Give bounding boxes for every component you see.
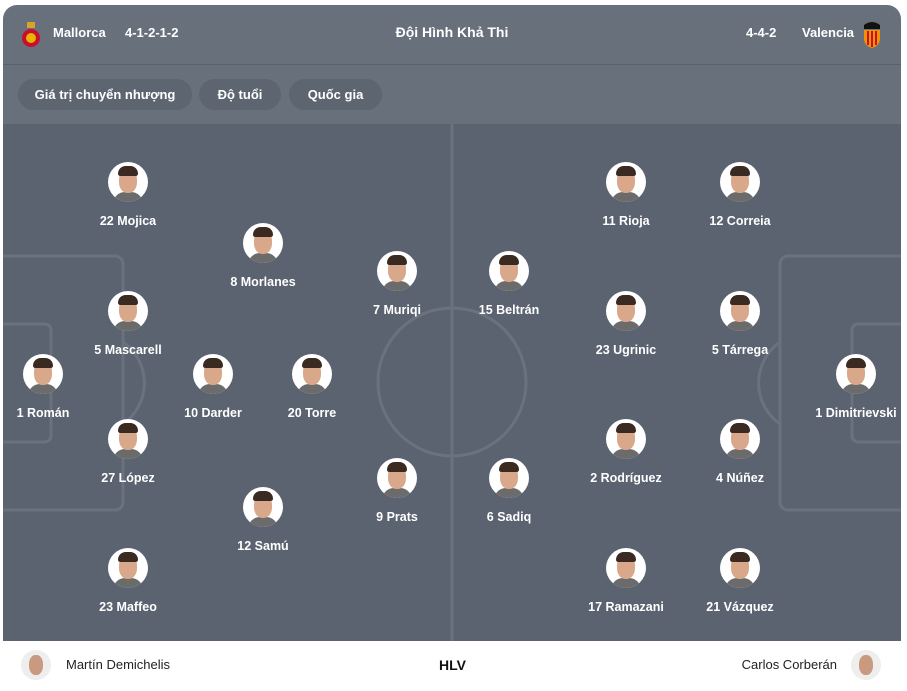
player-name: 22 Mojica (99, 214, 157, 228)
player-avatar (836, 354, 876, 394)
player-home[interactable]: 5 Mascarell (68, 291, 188, 357)
player-avatar (720, 419, 760, 459)
mallorca-crest-icon (22, 22, 40, 47)
filter-age[interactable]: Độ tuổi (199, 79, 281, 110)
player-away[interactable]: 23 Ugrinic (566, 291, 686, 357)
player-home[interactable]: 20 Torre (252, 354, 372, 420)
player-avatar (377, 458, 417, 498)
player-avatar (23, 354, 63, 394)
home-coach-name[interactable]: Martín Demichelis (66, 657, 171, 672)
player-name: 4 Núñez (716, 471, 764, 485)
filter-bar: Giá trị chuyển nhượng Độ tuổi Quốc gia (3, 65, 901, 124)
player-avatar (108, 548, 148, 588)
home-team-name[interactable]: Mallorca (53, 25, 106, 40)
coach-label: HLV (439, 657, 466, 673)
player-avatar (720, 291, 760, 331)
player-name: 7 Muriqi (373, 303, 421, 317)
player-avatar (606, 162, 646, 202)
filter-market-value[interactable]: Giá trị chuyển nhượng (18, 79, 192, 110)
player-name: 15 Beltrán (478, 303, 540, 317)
player-away[interactable]: 5 Tárrega (680, 291, 800, 357)
player-home[interactable]: 9 Prats (337, 458, 457, 524)
player-name: 20 Torre (287, 406, 337, 420)
away-coach-avatar (851, 650, 881, 680)
player-name: 11 Rioja (602, 214, 650, 228)
home-coach-avatar (21, 650, 51, 680)
player-avatar (108, 419, 148, 459)
player-name: 9 Prats (376, 510, 418, 524)
player-avatar (606, 419, 646, 459)
valencia-crest-icon (864, 22, 880, 48)
player-away[interactable]: 1 Dimitrievski (796, 354, 901, 420)
player-away[interactable]: 2 Rodríguez (566, 419, 686, 485)
player-avatar (377, 251, 417, 291)
player-avatar (193, 354, 233, 394)
player-home[interactable]: 27 López (68, 419, 188, 485)
pitch-markings (3, 124, 901, 641)
player-name: 5 Tárrega (711, 343, 769, 357)
away-team-name[interactable]: Valencia (802, 25, 855, 40)
player-avatar (489, 458, 529, 498)
home-formation: 4-1-2-1-2 (125, 25, 179, 40)
player-away[interactable]: 6 Sadiq (449, 458, 569, 524)
player-avatar (606, 291, 646, 331)
player-away[interactable]: 21 Vázquez (680, 548, 800, 614)
player-home[interactable]: 10 Darder (153, 354, 273, 420)
player-avatar (606, 548, 646, 588)
away-formation: 4-4-2 (746, 25, 777, 40)
player-home[interactable]: 23 Maffeo (68, 548, 188, 614)
player-avatar (720, 548, 760, 588)
player-name: 23 Ugrinic (595, 343, 657, 357)
player-name: 1 Román (16, 406, 70, 420)
player-away[interactable]: 17 Ramazani (566, 548, 686, 614)
player-home[interactable]: 7 Muriqi (337, 251, 457, 317)
player-home[interactable]: 12 Samú (203, 487, 323, 553)
coaches-row: Martín Demichelis HLV Carlos Corberán (3, 641, 901, 691)
player-home[interactable]: 22 Mojica (68, 162, 188, 228)
player-avatar (108, 291, 148, 331)
player-avatar (720, 162, 760, 202)
pitch: 22 Mojica 8 Morlanes 7 Muriqi 5 Mascarell 1 … (3, 124, 901, 641)
player-avatar (108, 162, 148, 202)
player-name: 8 Morlanes (230, 275, 296, 289)
player-name: 10 Darder (184, 406, 242, 420)
player-avatar (292, 354, 332, 394)
player-name: 17 Ramazani (588, 600, 664, 614)
player-away[interactable]: 11 Rioja (566, 162, 686, 228)
lineup-card: Mallorca 4-1-2-1-2 Đội Hình Khả Thi 4-4-… (3, 5, 901, 691)
player-name: 23 Maffeo (99, 600, 157, 614)
player-avatar (243, 487, 283, 527)
player-name: 21 Vázquez (706, 600, 774, 614)
player-avatar (489, 251, 529, 291)
player-name: 5 Mascarell (94, 343, 162, 357)
player-name: 2 Rodríguez (590, 471, 662, 485)
player-away[interactable]: 4 Núñez (680, 419, 800, 485)
filter-nationality[interactable]: Quốc gia (289, 79, 382, 110)
player-name: 27 López (101, 471, 155, 485)
player-name: 1 Dimitrievski (815, 406, 897, 420)
player-away[interactable]: 15 Beltrán (449, 251, 569, 317)
player-avatar (243, 223, 283, 263)
player-home[interactable]: 8 Morlanes (203, 223, 323, 289)
player-name: 12 Correia (709, 214, 771, 228)
player-home[interactable]: 1 Román (3, 354, 103, 420)
away-coach-name[interactable]: Carlos Corberán (741, 657, 837, 672)
page-title: Đội Hình Khả Thi (395, 24, 509, 40)
player-name: 12 Samú (237, 539, 289, 553)
player-name: 6 Sadiq (486, 510, 532, 524)
player-away[interactable]: 12 Correia (680, 162, 800, 228)
lineup-header: Mallorca 4-1-2-1-2 Đội Hình Khả Thi 4-4-… (3, 5, 901, 65)
